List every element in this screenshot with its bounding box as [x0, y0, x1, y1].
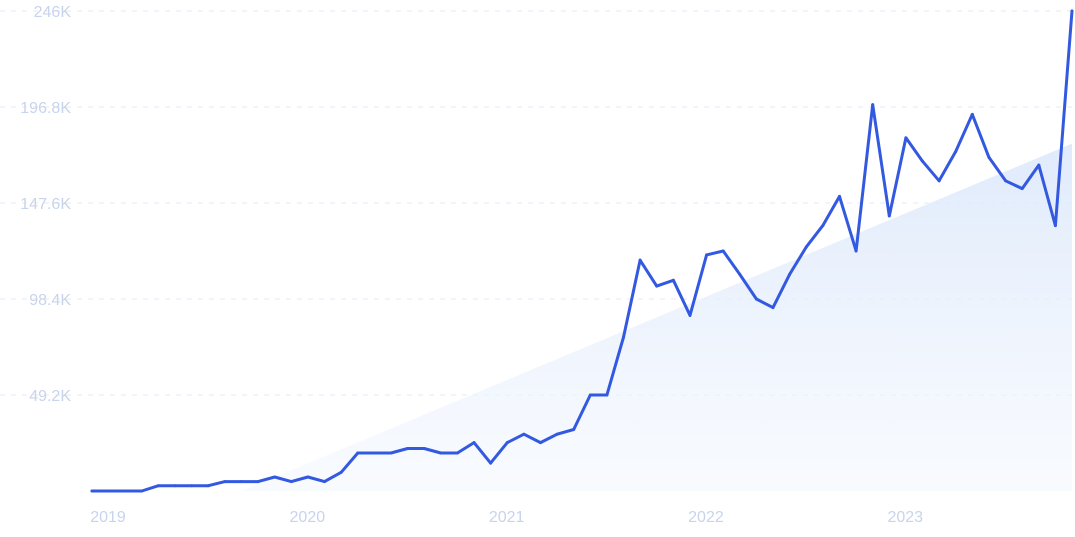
x-tick-label: 2019 [90, 509, 126, 526]
y-axis: 246K 196.8K 147.6K 98.4K 49.2K [20, 4, 71, 405]
y-tick-label: 246K [34, 4, 72, 21]
data-point [356, 451, 360, 455]
data-point [738, 272, 742, 276]
data-point [306, 475, 310, 479]
data-point [804, 245, 808, 249]
data-point [688, 313, 692, 317]
data-point [821, 224, 825, 228]
data-point [206, 484, 210, 488]
data-point [323, 480, 327, 484]
data-point [721, 249, 725, 253]
data-point [904, 136, 908, 140]
data-point [489, 461, 493, 465]
y-tick-label: 98.4K [29, 292, 71, 309]
data-point [223, 480, 227, 484]
data-point [173, 484, 177, 488]
x-tick-label: 2022 [688, 509, 724, 526]
data-point [871, 103, 875, 107]
data-point [140, 489, 144, 493]
y-tick-label: 147.6K [20, 196, 71, 213]
y-tick-label: 196.8K [20, 100, 71, 117]
data-point [754, 297, 758, 301]
data-point [273, 475, 277, 479]
data-point [439, 451, 443, 455]
data-point [1053, 224, 1057, 228]
data-point [970, 112, 974, 116]
data-point [1037, 163, 1041, 167]
trend-area [241, 143, 1073, 491]
data-point [289, 480, 293, 484]
data-points [90, 9, 1074, 493]
data-point [588, 393, 592, 397]
data-point [372, 451, 376, 455]
data-point [389, 451, 393, 455]
x-tick-label: 2020 [290, 509, 326, 526]
data-point [605, 393, 609, 397]
data-point [107, 489, 111, 493]
data-point [538, 441, 542, 445]
data-point [771, 306, 775, 310]
x-tick-label: 2021 [489, 509, 525, 526]
data-point [239, 480, 243, 484]
data-point [455, 451, 459, 455]
data-point [190, 484, 194, 488]
y-tick-label: 49.2K [29, 388, 71, 405]
data-point [156, 484, 160, 488]
data-point [671, 278, 675, 282]
data-point [705, 253, 709, 257]
data-point [937, 179, 941, 183]
data-point [622, 335, 626, 339]
data-point [422, 446, 426, 450]
series-line [90, 9, 1074, 493]
data-point [1004, 179, 1008, 183]
data-point [90, 489, 94, 493]
data-point [854, 249, 858, 253]
data-point [256, 480, 260, 484]
x-tick-label: 2023 [887, 509, 923, 526]
data-point [921, 159, 925, 163]
x-axis: 2019 2020 2021 2022 2023 [90, 509, 923, 526]
data-point [1070, 9, 1074, 13]
data-point [123, 489, 127, 493]
data-point [339, 470, 343, 474]
data-point [987, 155, 991, 159]
data-point [788, 272, 792, 276]
data-point [655, 284, 659, 288]
data-point [522, 432, 526, 436]
data-point [572, 428, 576, 432]
data-point [954, 149, 958, 153]
data-point [638, 258, 642, 262]
data-point [555, 432, 559, 436]
data-point [505, 441, 509, 445]
data-point [1020, 187, 1024, 191]
data-point [887, 214, 891, 218]
data-point [837, 194, 841, 198]
data-point [406, 446, 410, 450]
data-point [472, 441, 476, 445]
